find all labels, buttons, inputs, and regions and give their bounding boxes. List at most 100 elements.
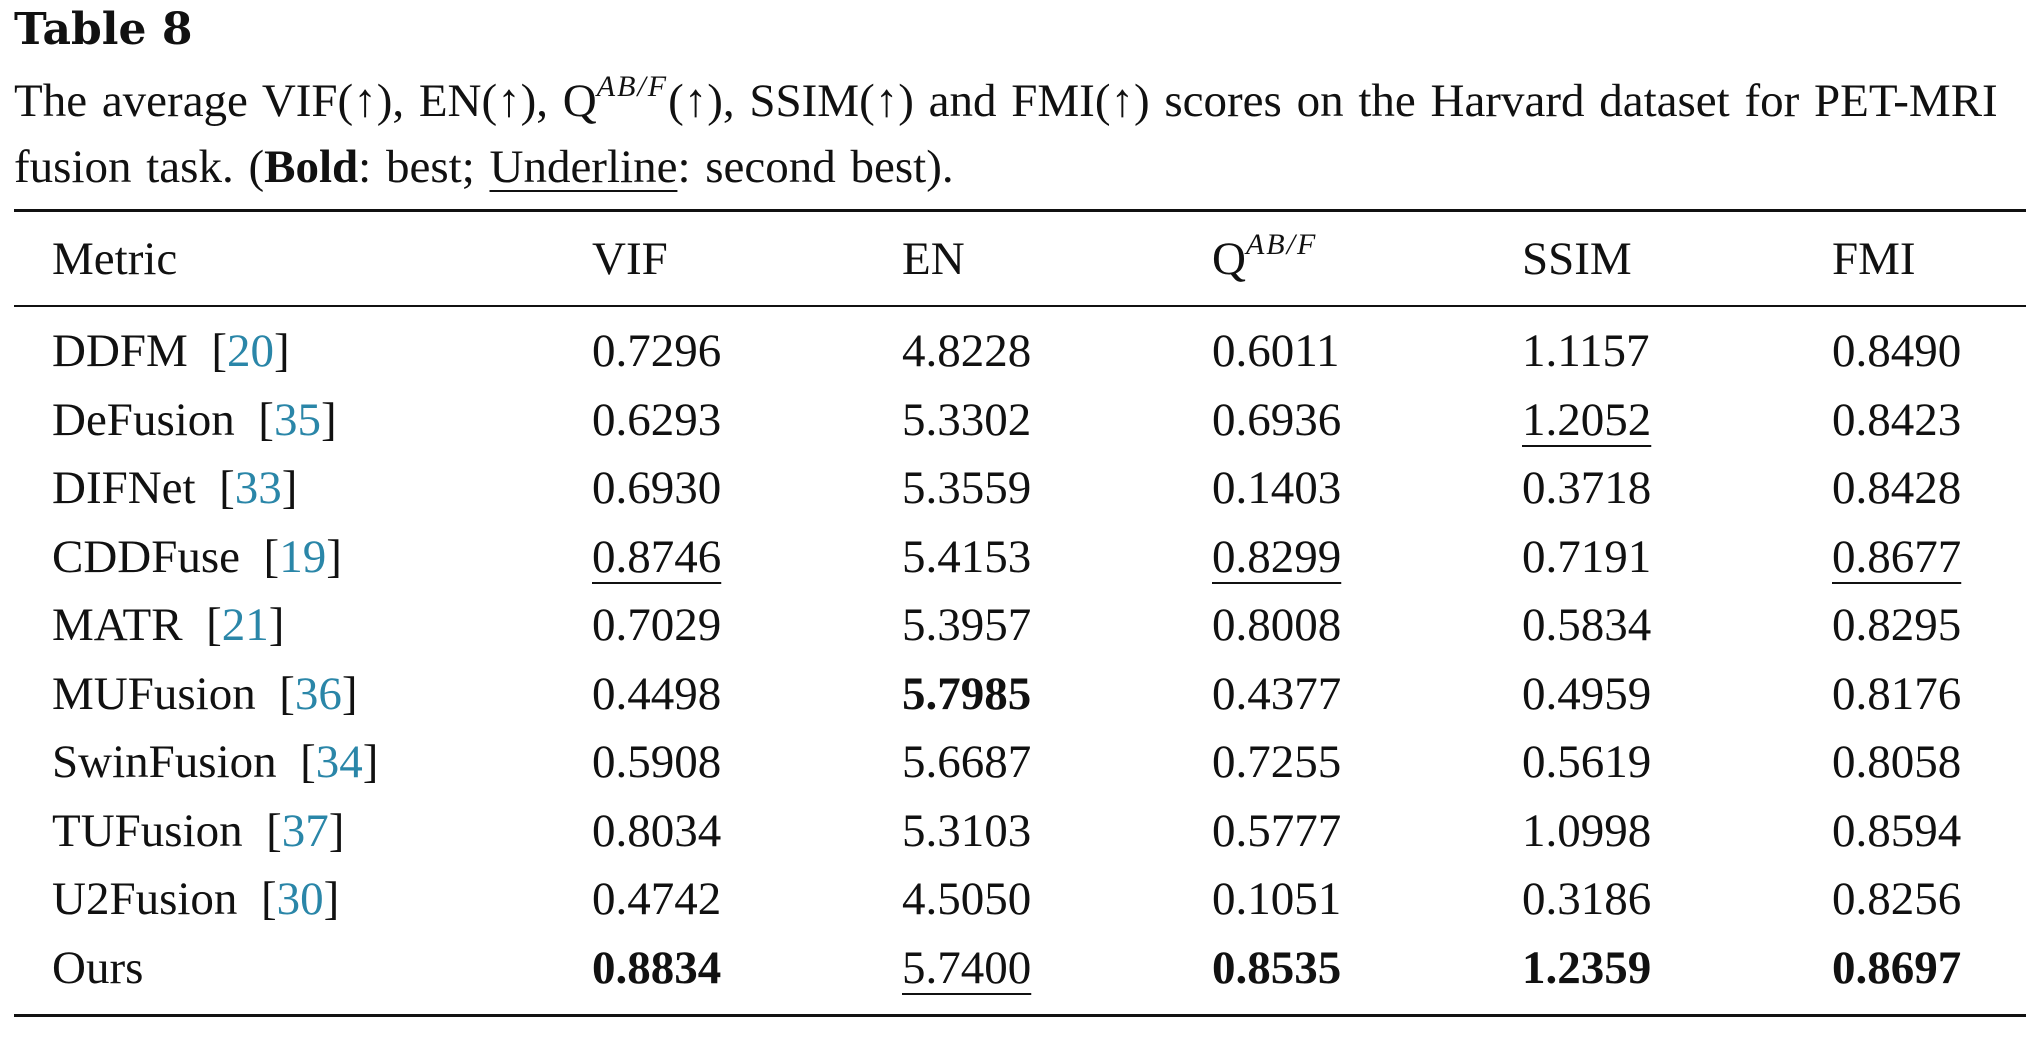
reference-link[interactable]: 21 bbox=[221, 599, 269, 652]
method-ref: [37] bbox=[242, 804, 345, 857]
table-header: Metric VIF EN QAB/F SSIM FMI bbox=[14, 210, 2026, 306]
ssim-cell: 0.7191 bbox=[1522, 523, 1832, 592]
header-en: EN bbox=[902, 232, 965, 285]
method-cell: DIFNet [33] bbox=[14, 454, 592, 523]
en-cell: 4.8228 bbox=[902, 306, 1212, 386]
qabf-value: 0.1051 bbox=[1212, 873, 1342, 926]
qabf-cell: 0.8008 bbox=[1212, 591, 1522, 660]
ssim-value: 0.3718 bbox=[1522, 462, 1652, 515]
qabf-value: 0.4377 bbox=[1212, 667, 1342, 720]
vif-cell: 0.5908 bbox=[592, 728, 902, 797]
ssim-value: 1.2052 bbox=[1522, 393, 1652, 446]
ssim-cell: 1.0998 bbox=[1522, 797, 1832, 866]
method-name: DIFNet bbox=[52, 462, 196, 515]
en-cell: 5.3559 bbox=[902, 454, 1212, 523]
header-q-superscript: AB/F bbox=[1245, 227, 1318, 261]
qabf-cell: 0.5777 bbox=[1212, 797, 1522, 866]
ssim-cell: 0.4959 bbox=[1522, 660, 1832, 729]
caption-part4: : second best). bbox=[677, 141, 954, 193]
caption-part2: (↑), SSIM(↑) and FMI(↑) scores on the Ha… bbox=[14, 75, 1998, 193]
vif-value: 0.5908 bbox=[592, 736, 722, 789]
ssim-value: 1.2359 bbox=[1522, 941, 1652, 994]
en-cell: 5.7985 bbox=[902, 660, 1212, 729]
fmi-cell: 0.8677 bbox=[1832, 523, 2026, 592]
method-name: DDFM bbox=[52, 325, 188, 378]
vif-value: 0.7296 bbox=[592, 325, 722, 378]
reference-link[interactable]: 19 bbox=[279, 530, 327, 583]
method-ref: [20] bbox=[187, 325, 290, 378]
qabf-cell: 0.6011 bbox=[1212, 306, 1522, 386]
en-cell: 4.5050 bbox=[902, 865, 1212, 934]
reference-link[interactable]: 20 bbox=[226, 325, 274, 378]
table-row: DIFNet [33] 0.6930 5.3559 0.1403 0.3718 … bbox=[14, 454, 2026, 523]
header-q-base: Q bbox=[1212, 232, 1246, 285]
method-name: TUFusion bbox=[52, 804, 243, 857]
vif-cell: 0.7029 bbox=[592, 591, 902, 660]
en-value: 5.6687 bbox=[902, 736, 1032, 789]
fmi-cell: 0.8594 bbox=[1832, 797, 2026, 866]
fmi-value: 0.8256 bbox=[1832, 873, 1962, 926]
table-row: U2Fusion [30] 0.4742 4.5050 0.1051 0.318… bbox=[14, 865, 2026, 934]
caption-bold-word: Bold bbox=[264, 141, 359, 193]
reference-link[interactable]: 35 bbox=[273, 393, 321, 446]
fmi-value: 0.8594 bbox=[1832, 804, 1962, 857]
qabf-value: 0.1403 bbox=[1212, 462, 1342, 515]
qabf-value: 0.8535 bbox=[1212, 941, 1342, 994]
en-value: 5.7985 bbox=[902, 667, 1032, 720]
qabf-value: 0.6011 bbox=[1212, 325, 1340, 378]
fmi-cell: 0.8428 bbox=[1832, 454, 2026, 523]
vif-value: 0.4742 bbox=[592, 873, 722, 926]
fmi-value: 0.8490 bbox=[1832, 325, 1962, 378]
vif-cell: 0.8834 bbox=[592, 934, 902, 1016]
en-value: 5.3957 bbox=[902, 599, 1032, 652]
vif-value: 0.6293 bbox=[592, 393, 722, 446]
method-ref: [36] bbox=[255, 667, 358, 720]
ssim-value: 0.4959 bbox=[1522, 667, 1652, 720]
header-row: Metric VIF EN QAB/F SSIM FMI bbox=[14, 210, 2026, 306]
vif-cell: 0.6293 bbox=[592, 386, 902, 455]
qabf-value: 0.5777 bbox=[1212, 804, 1342, 857]
en-value: 5.3302 bbox=[902, 393, 1032, 446]
method-cell: MUFusion [36] bbox=[14, 660, 592, 729]
qabf-cell: 0.8535 bbox=[1212, 934, 1522, 1016]
ssim-cell: 1.2052 bbox=[1522, 386, 1832, 455]
method-cell: DeFusion [35] bbox=[14, 386, 592, 455]
ssim-value: 0.5834 bbox=[1522, 599, 1652, 652]
header-ssim: SSIM bbox=[1522, 232, 1632, 285]
caption-q-superscript: AB/F bbox=[596, 70, 669, 103]
method-ref: [21] bbox=[182, 599, 285, 652]
ssim-cell: 0.5834 bbox=[1522, 591, 1832, 660]
reference-link[interactable]: 37 bbox=[281, 804, 329, 857]
results-table: Metric VIF EN QAB/F SSIM FMI DDFM [20] 0… bbox=[14, 209, 2026, 1017]
reference-link[interactable]: 33 bbox=[234, 462, 282, 515]
en-value: 4.5050 bbox=[902, 873, 1032, 926]
vif-cell: 0.7296 bbox=[592, 306, 902, 386]
en-value: 5.3103 bbox=[902, 804, 1032, 857]
method-ref: [19] bbox=[240, 530, 342, 583]
table-row: Ours 0.8834 5.7400 0.8535 1.2359 0.8697 bbox=[14, 934, 2026, 1016]
table-row: MUFusion [36] 0.4498 5.7985 0.4377 0.495… bbox=[14, 660, 2026, 729]
qabf-cell: 0.6936 bbox=[1212, 386, 1522, 455]
method-name: Ours bbox=[52, 941, 144, 994]
fmi-cell: 0.8423 bbox=[1832, 386, 2026, 455]
en-cell: 5.3103 bbox=[902, 797, 1212, 866]
en-cell: 5.4153 bbox=[902, 523, 1212, 592]
method-ref: [34] bbox=[276, 736, 379, 789]
ssim-cell: 0.3186 bbox=[1522, 865, 1832, 934]
fmi-value: 0.8677 bbox=[1832, 530, 1962, 583]
en-cell: 5.6687 bbox=[902, 728, 1212, 797]
ssim-value: 0.3186 bbox=[1522, 873, 1652, 926]
method-name: SwinFusion bbox=[52, 736, 277, 789]
method-ref: [35] bbox=[234, 393, 337, 446]
reference-link[interactable]: 30 bbox=[276, 873, 324, 926]
reference-link[interactable]: 34 bbox=[315, 736, 363, 789]
qabf-value: 0.8008 bbox=[1212, 599, 1342, 652]
reference-link[interactable]: 36 bbox=[294, 667, 342, 720]
header-vif: VIF bbox=[592, 232, 668, 285]
qabf-cell: 0.1051 bbox=[1212, 865, 1522, 934]
fmi-value: 0.8295 bbox=[1832, 599, 1962, 652]
en-value: 5.4153 bbox=[902, 530, 1032, 583]
method-cell: DDFM [20] bbox=[14, 306, 592, 386]
method-cell: CDDFuse [19] bbox=[14, 523, 592, 592]
qabf-cell: 0.8299 bbox=[1212, 523, 1522, 592]
